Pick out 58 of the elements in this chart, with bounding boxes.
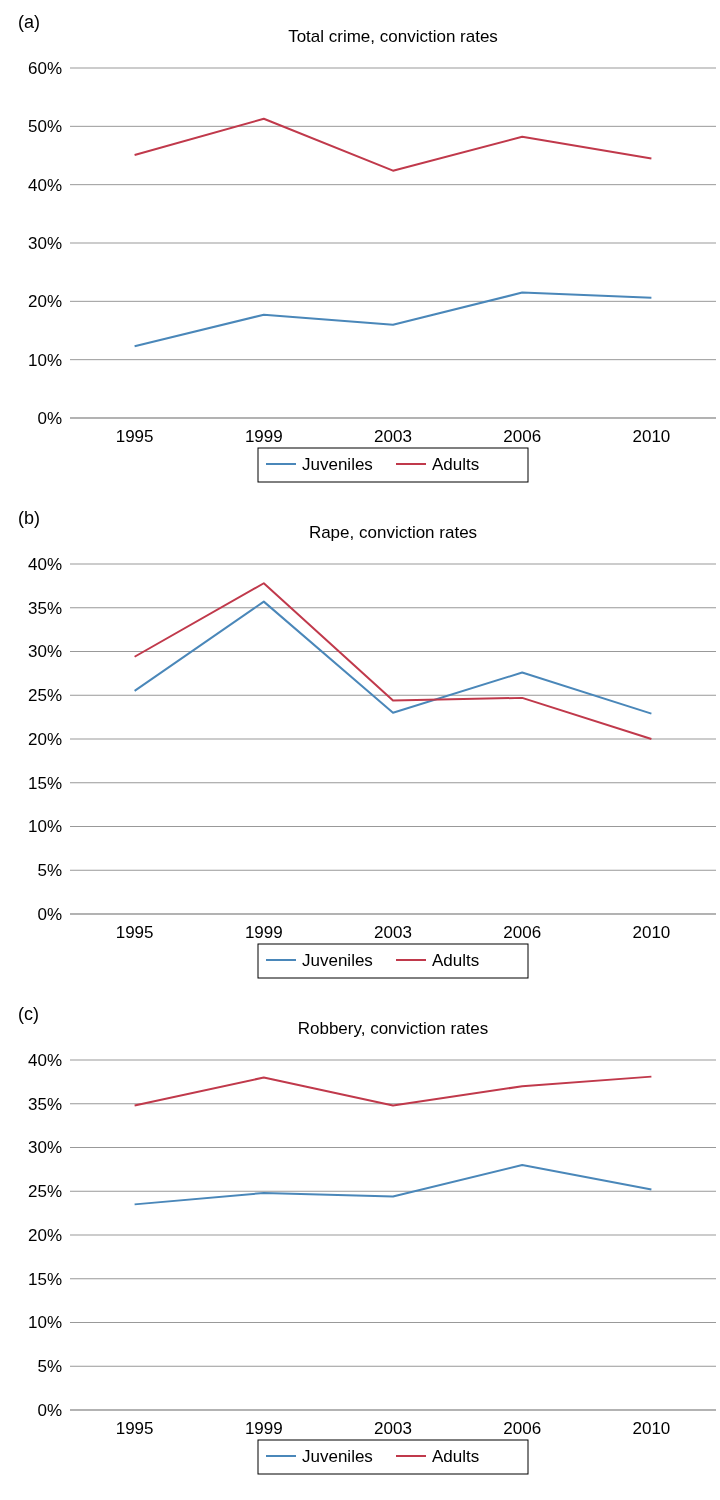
y-tick-label: 0% bbox=[37, 1400, 62, 1420]
x-tick-label: 1995 bbox=[115, 427, 154, 446]
x-tick-label: 2006 bbox=[503, 427, 542, 446]
x-tick-label: 1995 bbox=[115, 1419, 154, 1438]
legend-label: Juveniles bbox=[302, 950, 373, 970]
y-tick-label: 60% bbox=[27, 58, 62, 78]
x-tick-label: 2003 bbox=[374, 1419, 412, 1438]
y-tick-label: 10% bbox=[27, 817, 62, 837]
text: (b) bbox=[18, 508, 40, 528]
x-tick-label: 1999 bbox=[244, 427, 283, 446]
line-series bbox=[133, 1164, 653, 1206]
x-tick-label: 2003 bbox=[374, 923, 412, 942]
legend-label: Adults bbox=[432, 950, 480, 970]
y-tick-label: 5% bbox=[37, 861, 62, 881]
legend-label: Juveniles bbox=[302, 1446, 373, 1466]
y-tick-label: 25% bbox=[27, 1182, 62, 1202]
y-tick-label: 35% bbox=[27, 598, 62, 618]
y-tick-label: 35% bbox=[27, 1094, 62, 1114]
y-tick-label: 40% bbox=[27, 175, 62, 195]
y-tick-label: 40% bbox=[27, 1050, 62, 1070]
x-tick-label: 2010 bbox=[632, 1419, 671, 1438]
x-tick-label: 2006 bbox=[503, 1419, 542, 1438]
x-tick-label: 1995 bbox=[115, 923, 154, 942]
y-tick-label: 20% bbox=[27, 729, 62, 749]
y-tick-label: 30% bbox=[27, 642, 62, 662]
y-tick-label: 20% bbox=[27, 292, 62, 312]
x-tick-label: 2006 bbox=[503, 923, 542, 942]
y-tick-label: 10% bbox=[27, 350, 62, 370]
legend-label: Adults bbox=[432, 454, 480, 474]
legend-label: Adults bbox=[432, 1446, 480, 1466]
y-tick-label: 15% bbox=[27, 1269, 62, 1289]
legend-label: Juveniles bbox=[302, 454, 373, 474]
y-tick-label: 5% bbox=[37, 1357, 62, 1377]
y-tick-label: 0% bbox=[37, 408, 62, 428]
line-series bbox=[133, 582, 653, 740]
y-tick-label: 50% bbox=[27, 117, 62, 137]
x-tick-label: 1999 bbox=[244, 923, 283, 942]
line-series bbox=[133, 1075, 653, 1107]
y-tick-label: 15% bbox=[27, 773, 62, 793]
y-tick-label: 10% bbox=[27, 1313, 62, 1333]
y-tick-label: 40% bbox=[27, 554, 62, 574]
x-tick-label: 2010 bbox=[632, 923, 671, 942]
y-tick-label: 0% bbox=[37, 904, 62, 924]
y-tick-label: 30% bbox=[27, 233, 62, 253]
line-series bbox=[133, 291, 653, 348]
y-tick-label: 30% bbox=[27, 1138, 62, 1158]
text: (c) bbox=[18, 1004, 39, 1024]
line-series bbox=[133, 600, 653, 715]
y-tick-label: 25% bbox=[27, 686, 62, 706]
chart-title: Rape, conviction rates bbox=[308, 523, 478, 542]
x-tick-label: 1999 bbox=[244, 1419, 283, 1438]
x-tick-label: 2003 bbox=[374, 427, 412, 446]
x-tick-label: 2010 bbox=[632, 427, 671, 446]
chart-title: Total crime, conviction rates bbox=[288, 27, 498, 46]
chart-title: Robbery, conviction rates bbox=[297, 1019, 489, 1038]
y-tick-label: 20% bbox=[27, 1225, 62, 1245]
text: (a) bbox=[18, 12, 40, 32]
line-series bbox=[133, 117, 653, 172]
